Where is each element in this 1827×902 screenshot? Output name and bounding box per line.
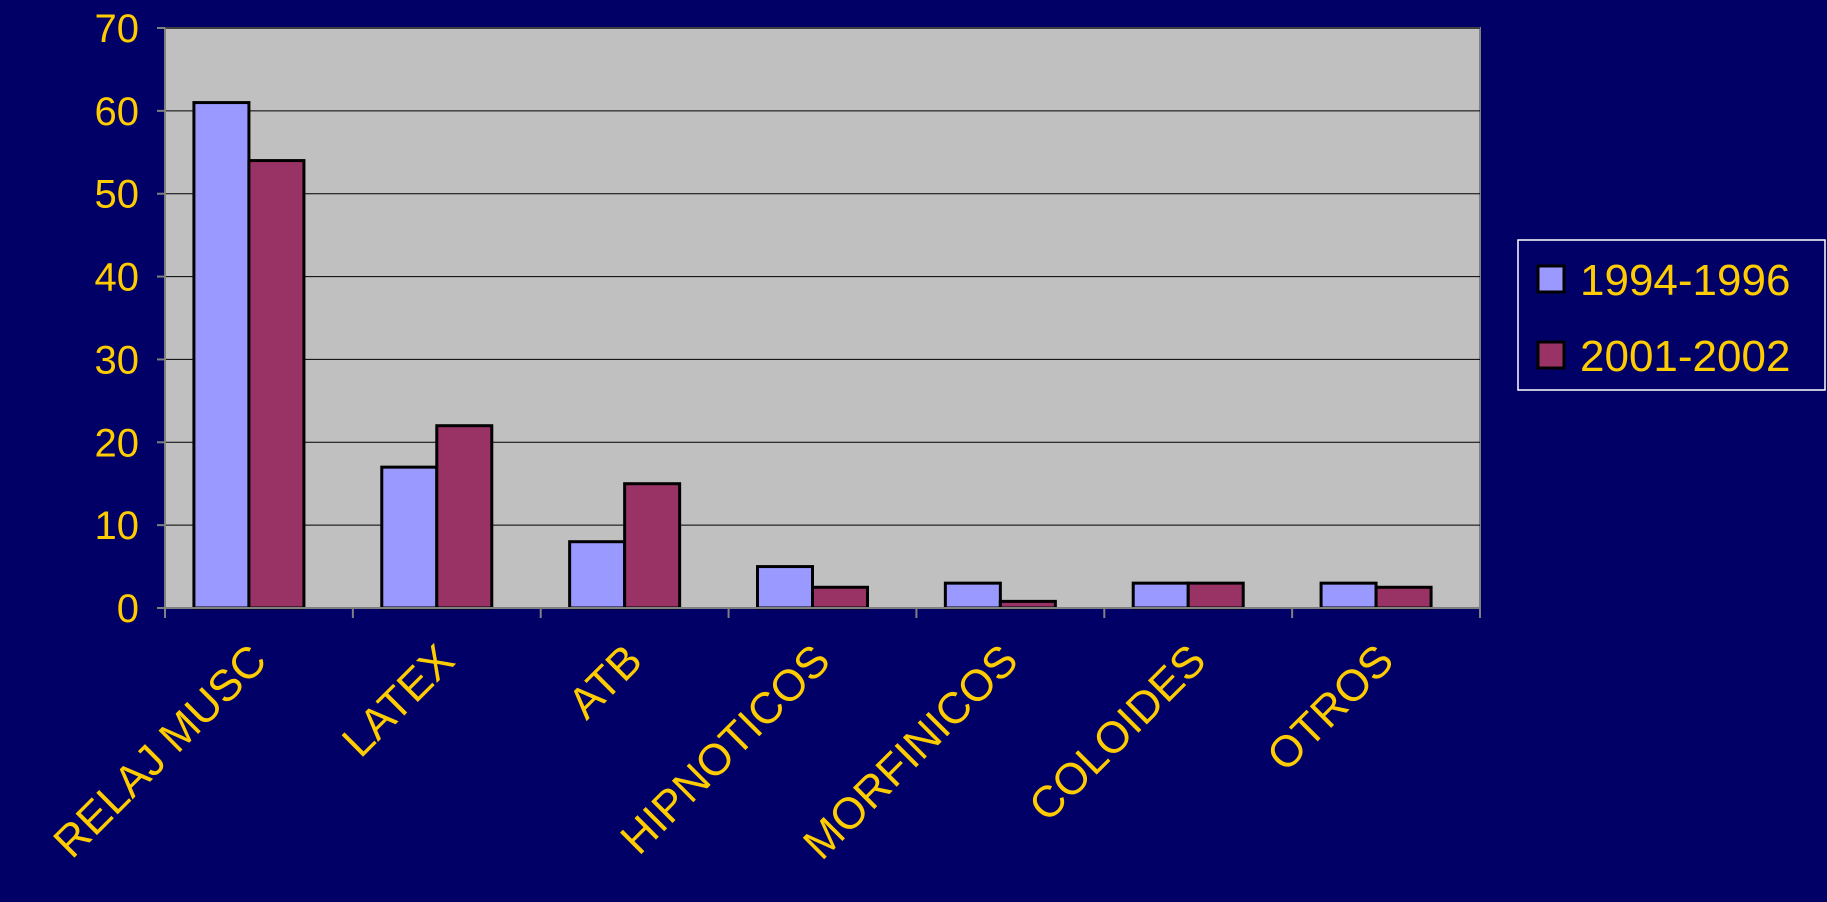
- legend-box: [1517, 239, 1826, 391]
- legend-label: 1994-1996: [1580, 256, 1790, 305]
- y-tick-label: 20: [95, 421, 140, 465]
- y-tick-label: 40: [95, 256, 140, 300]
- axes: [157, 27, 1481, 618]
- bar-series-1: [943, 581, 1002, 610]
- x-tick-label: ATB: [559, 635, 652, 728]
- bar-series-1: [756, 565, 814, 610]
- bar-series-2: [623, 482, 682, 610]
- x-tick-label: COLOIDES: [1020, 635, 1215, 830]
- bar-series-2: [1374, 585, 1433, 610]
- x-tick-label: OTROS: [1258, 635, 1403, 780]
- legend: 1994-1996 2001-2002: [1517, 239, 1826, 391]
- x-tick-label: LATEX: [333, 635, 464, 766]
- y-tick-label: 50: [95, 173, 140, 217]
- y-tick-label: 10: [95, 504, 140, 548]
- bar-series-1: [568, 540, 627, 610]
- bar-series-1: [1319, 581, 1378, 610]
- bar-series-2: [811, 585, 869, 610]
- bar-series-1: [380, 465, 439, 610]
- bar-series-2: [435, 424, 494, 610]
- legend-swatch: [1536, 264, 1566, 294]
- bar-series-2: [247, 159, 306, 610]
- bar-series-1: [192, 101, 251, 610]
- y-tick-label: 60: [95, 90, 140, 134]
- bar-series-1: [1131, 581, 1190, 610]
- x-tick-label: RELAJ MUSC: [44, 635, 276, 867]
- y-tick-label: 0: [117, 587, 139, 631]
- plot-area: [164, 27, 1481, 609]
- bar-series-2: [1186, 581, 1245, 610]
- gridlines: [165, 27, 1480, 526]
- legend-swatch: [1536, 340, 1566, 370]
- x-axis-tick-labels: RELAJ MUSC LATEX ATBHIPNOTICOSMORFINICOSCO…: [44, 635, 1403, 868]
- y-axis-tick-labels: 0 10 20 30 40 50 60 70: [95, 7, 140, 631]
- y-tick-label: 30: [95, 338, 140, 382]
- y-tick-label: 70: [95, 7, 140, 51]
- legend-label: 2001-2002: [1580, 332, 1790, 381]
